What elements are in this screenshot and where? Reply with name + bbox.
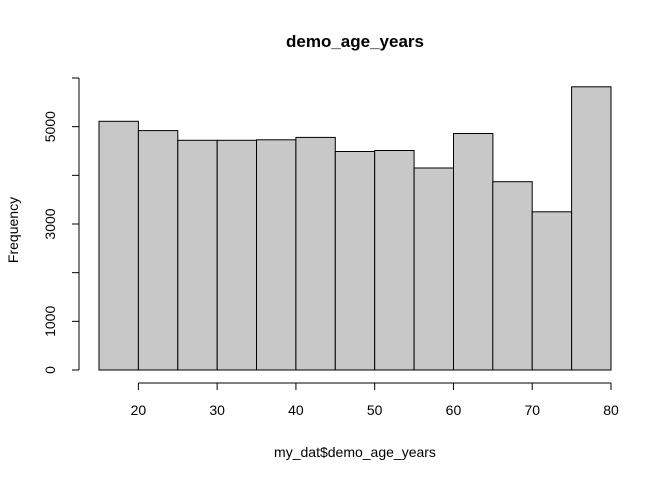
histogram-bar: [216, 139, 258, 371]
x-tick-label: 40: [288, 402, 304, 418]
x-tick-label: 50: [367, 402, 383, 418]
histogram-bar: [98, 120, 139, 371]
bars-group: [98, 86, 612, 371]
histogram-bar: [295, 136, 336, 371]
histogram-bar: [531, 211, 573, 371]
x-axis: 20 30 40 50 60 70 80: [131, 382, 619, 418]
y-tick-label: 3000: [42, 208, 58, 239]
x-tick-label: 20: [131, 402, 147, 418]
y-axis: 0 1000 3000 5000: [42, 77, 80, 374]
histogram-bar: [334, 151, 376, 371]
histogram-bar: [453, 133, 494, 371]
x-tick-label: 70: [524, 402, 540, 418]
histogram-bar: [177, 139, 218, 371]
histogram-bar: [492, 181, 533, 371]
x-tick-label: 60: [446, 402, 462, 418]
histogram-bar: [137, 130, 179, 371]
histogram-bar: [374, 150, 415, 371]
y-tick-label: 1000: [42, 306, 58, 337]
histogram-bar: [256, 139, 297, 371]
histogram-bar: [413, 167, 455, 371]
y-tick-label: 5000: [42, 111, 58, 142]
x-axis-label: my_dat$demo_age_years: [274, 444, 436, 460]
x-tick-label: 30: [209, 402, 225, 418]
y-tick-label: 0: [42, 366, 58, 374]
histogram-bar: [571, 86, 612, 371]
x-tick-label: 80: [603, 402, 619, 418]
chart-title: demo_age_years: [286, 32, 424, 51]
y-axis-label: Frequency: [5, 197, 21, 263]
